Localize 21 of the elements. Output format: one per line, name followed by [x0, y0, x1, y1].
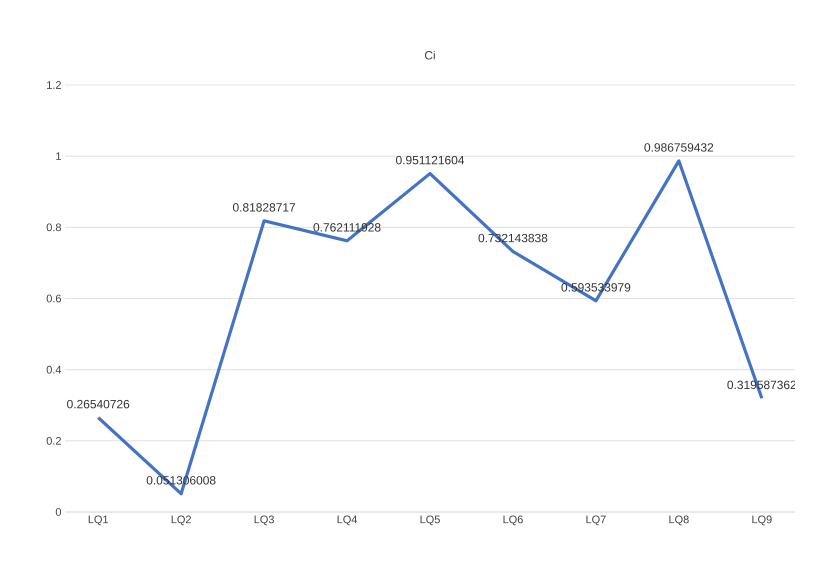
- y-tick-label: 0.8: [46, 223, 61, 232]
- y-tick-label: 1.2: [47, 81, 61, 89]
- data-label: 0.986759432: [644, 143, 714, 152]
- y-tick-label: 0.4: [46, 366, 62, 374]
- x-tick-label: LQ5: [420, 516, 440, 526]
- y-tick-label: 0: [56, 508, 62, 516]
- x-tick-label: LQ8: [669, 516, 689, 526]
- data-label: 0.26540726: [67, 400, 130, 408]
- chart-title: Ci: [424, 50, 435, 60]
- data-label: 0.951121604: [396, 156, 464, 164]
- x-tick-label: LQ4: [338, 516, 358, 526]
- x-tick-label: LQ2: [172, 516, 191, 526]
- x-tick-label: LQ9: [752, 516, 772, 526]
- x-tick-label: LQ3: [254, 516, 274, 526]
- x-tick-label: LQ7: [586, 516, 606, 526]
- y-tick-label: 0.2: [46, 436, 61, 445]
- y-tick-label: 0.6: [46, 294, 61, 302]
- x-tick-label: LQ6: [504, 516, 523, 526]
- data-label: 0.81828717: [232, 203, 296, 212]
- y-tick-label: 1: [56, 152, 61, 160]
- x-tick-label: LQ1: [88, 516, 108, 526]
